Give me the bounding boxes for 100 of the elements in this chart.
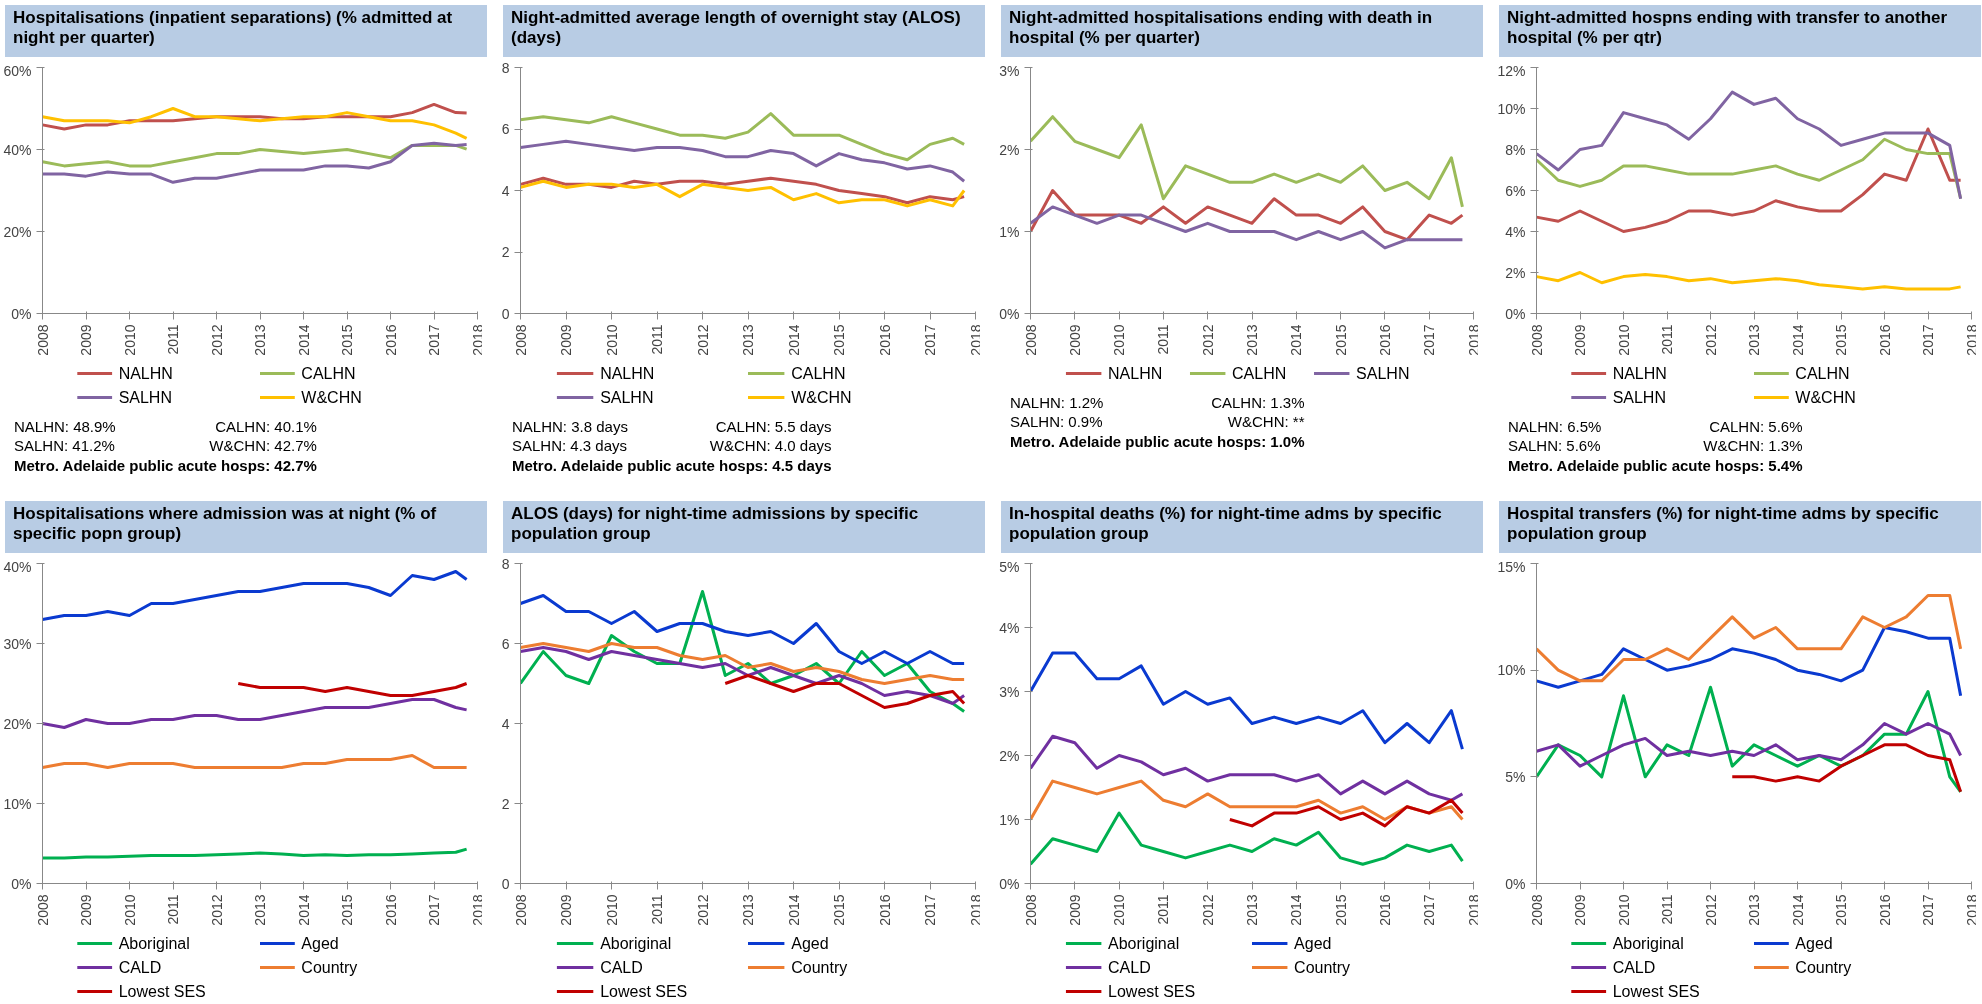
legend-label: Lowest SES — [1108, 983, 1196, 1000]
y-tick-label: 1% — [999, 223, 1020, 240]
x-tick-label: 2008 — [512, 894, 529, 926]
text: SALHN: 0.9% — [1009, 412, 1104, 432]
y-tick-label: 2 — [501, 244, 510, 260]
x-tick-label: 2012 — [1702, 324, 1719, 356]
x-tick-label: 2013 — [1244, 324, 1260, 356]
legend-label: Aboriginal — [1108, 935, 1180, 952]
y-tick-label: 40% — [3, 558, 32, 575]
x-tick-label: 2015 — [831, 324, 847, 356]
line-series — [1030, 779, 1464, 821]
x-tick-label: 2014 — [1789, 894, 1806, 926]
y-tick-label: 10% — [1497, 100, 1526, 117]
x-tick-label: 2009 — [1572, 894, 1588, 926]
x-tick-label: 2011 — [165, 894, 181, 925]
y-tick-label: 30% — [3, 635, 32, 652]
text: CALHN: 1.3% — [1210, 393, 1306, 413]
x-tick-label: 2015 — [1332, 894, 1349, 926]
y-tick-label: 8% — [1505, 141, 1526, 158]
y-tick-label: 4% — [999, 619, 1020, 636]
line-series — [1030, 205, 1464, 250]
x-tick-label: 2011 — [1155, 894, 1172, 925]
legend-label: Country — [791, 959, 848, 976]
legend-label: W&CHN — [301, 389, 362, 406]
y-tick-label: 0% — [11, 305, 32, 322]
chart-title: Night-admitted hospns ending with transfer to another hospital (% per qtr) — [1507, 8, 1949, 49]
x-tick-label: 2016 — [876, 894, 893, 926]
line-series — [42, 570, 469, 621]
x-tick-label: 2018 — [1465, 894, 1482, 926]
y-tick-label: 1% — [999, 811, 1020, 828]
x-tick-label: 2008 — [34, 894, 51, 926]
y-tick-label: 0% — [999, 305, 1020, 322]
x-tick-label: 2013 — [252, 324, 268, 356]
x-tick-label: 2018 — [967, 894, 984, 926]
x-tick-label: 2010 — [121, 894, 138, 926]
x-tick-label: 2011 — [165, 324, 181, 355]
x-tick-label: 2011 — [1659, 324, 1675, 355]
line-series — [1536, 127, 1963, 233]
x-tick-label: 2018 — [967, 324, 984, 356]
y-tick-label: 0 — [501, 305, 510, 322]
x-tick-label: 2010 — [1615, 894, 1632, 926]
y-tick-label: 0% — [1505, 305, 1526, 322]
x-tick-label: 2011 — [649, 894, 665, 925]
x-tick-label: 2009 — [558, 324, 574, 356]
x-tick-label: 2017 — [426, 324, 442, 356]
line-series — [1536, 626, 1963, 698]
y-tick-label: 5% — [1505, 768, 1526, 785]
x-tick-label: 2010 — [603, 894, 620, 926]
legend-label: NALHN — [1612, 365, 1667, 382]
y-tick-label: 60% — [3, 62, 32, 79]
x-tick-label: 2014 — [1288, 894, 1305, 926]
line-series — [1030, 811, 1464, 866]
x-tick-label: 2017 — [922, 894, 938, 926]
chart-title: Night-admitted hospitalisations ending with death in hospital (% per quarter) — [1009, 8, 1434, 49]
text: Metro. Adelaide public acute hosps: 4.5 days — [511, 455, 833, 475]
x-tick-label: 2013 — [1244, 894, 1260, 926]
chart-title: ALOS (days) for night-time admissions by specific population group — [511, 504, 920, 545]
x-tick-label: 2009 — [78, 894, 94, 926]
legend-label: Country — [1795, 959, 1852, 976]
y-tick-label: 2% — [999, 141, 1020, 158]
y-tick-label: 15% — [1497, 558, 1526, 575]
x-tick-label: 2008 — [1528, 324, 1545, 356]
x-tick-label: 2011 — [1659, 894, 1675, 925]
x-tick-label: 2012 — [1199, 324, 1216, 356]
line-series — [723, 674, 966, 709]
x-tick-label: 2010 — [1111, 324, 1128, 356]
x-tick-label: 2017 — [922, 324, 938, 356]
x-tick-label: 2016 — [382, 894, 399, 926]
legend-label: CALD — [600, 959, 643, 976]
text: Metro. Adelaide public acute hosps: 5.4% — [1507, 455, 1804, 475]
x-tick-label: 2017 — [1421, 894, 1438, 926]
x-tick-label: 2016 — [876, 324, 893, 356]
line-series — [520, 642, 966, 685]
x-tick-label: 2010 — [1615, 324, 1632, 356]
y-tick-label: 3% — [999, 62, 1020, 79]
line-series — [520, 594, 966, 665]
text: W&CHN: 4.0 days — [708, 436, 833, 456]
x-tick-label: 2015 — [1833, 894, 1849, 926]
y-tick-label: 0% — [1505, 875, 1526, 892]
legend-label: Lowest SES — [600, 983, 688, 1000]
line-series — [1030, 115, 1464, 209]
legend-label: W&CHN — [1795, 389, 1856, 406]
x-tick-label: 2014 — [785, 894, 802, 926]
x-tick-label: 2014 — [295, 324, 312, 356]
y-tick-label: 4% — [1505, 223, 1526, 240]
x-tick-label: 2012 — [694, 894, 711, 926]
y-tick-label: 4 — [501, 182, 510, 199]
legend-label: W&CHN — [791, 389, 852, 406]
y-tick-label: 12% — [1497, 62, 1526, 79]
x-tick-label: 2016 — [1376, 324, 1393, 356]
x-tick-label: 2015 — [339, 894, 355, 926]
line-series — [1730, 743, 1963, 794]
legend-label: CALHN — [1232, 365, 1287, 382]
x-tick-label: 2008 — [1022, 894, 1039, 926]
line-series — [42, 847, 469, 860]
line-series — [1030, 734, 1464, 802]
line-series — [42, 107, 469, 140]
legend-label: NALHN — [600, 365, 655, 382]
legend-label: SALHN — [118, 389, 172, 406]
line-series — [1536, 90, 1963, 201]
